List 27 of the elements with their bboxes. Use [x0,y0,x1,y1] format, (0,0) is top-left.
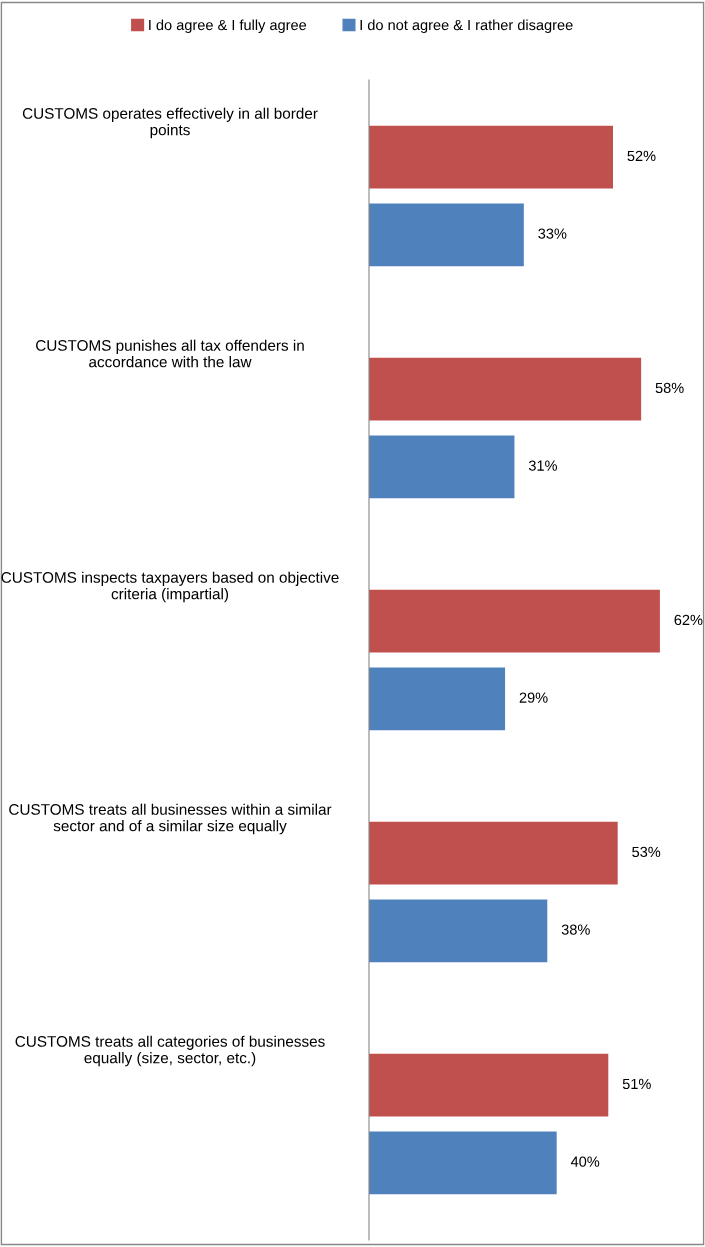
y-tick-label: CUSTOMS treats all categories of businesses equally (size, sector, etc.) [15,1035,325,1067]
data-label: 38% [561,924,590,935]
bar [369,125,613,189]
data-label: 58% [655,382,684,394]
data-label: 51% [622,1078,651,1090]
y-tick-label: CUSTOMS operates effectively in all border points [22,107,318,139]
bar [369,203,524,267]
y-tick-label: CUSTOMS inspects taxpayers based on objective criteria (impartial) [1,571,339,603]
bar [369,1131,557,1195]
data-label: 29% [519,692,548,703]
bar [369,357,642,421]
data-label: 33% [538,228,567,239]
y-tick-label: CUSTOMS treats all businesses within a similar sector and of a similar size equally [9,803,332,835]
data-label: 31% [528,460,558,471]
y-tick-label: CUSTOMS punishes all tax offenders in accordance with the law [36,339,304,368]
legend-label: I do not agree & I rather disagree [360,19,573,34]
bar [369,589,660,653]
bar [369,899,548,963]
data-label: 53% [632,846,661,858]
bar [369,1053,609,1117]
data-label: 52% [627,150,656,162]
bar [369,821,618,885]
data-label: 62% [674,614,703,626]
bar [369,435,515,499]
legend-label: I do agree & I fully agree [149,19,307,34]
bar [369,667,506,731]
data-label: 40% [570,1156,600,1167]
